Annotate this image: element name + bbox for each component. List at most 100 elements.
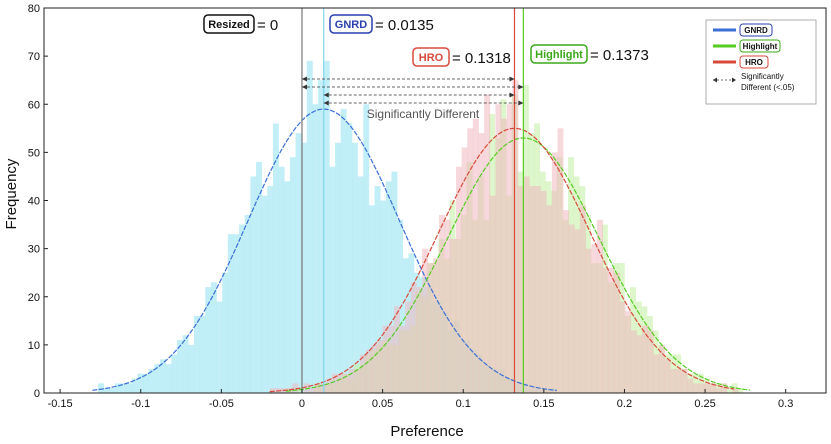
histogram-bar bbox=[715, 388, 722, 393]
histogram-bar bbox=[512, 80, 519, 393]
axes: -0.15 -0.1 -0.05 0 0.05 0.1 0.15 0.2 0.25 0.3 0 10 2… bbox=[28, 3, 827, 410]
histogram-bar bbox=[385, 181, 392, 393]
x-tick-label: 0.3 bbox=[778, 398, 793, 410]
histogram-bar bbox=[314, 383, 321, 393]
histogram-bar bbox=[363, 104, 370, 393]
histogram-bar bbox=[177, 340, 183, 393]
histogram-bar bbox=[399, 325, 406, 393]
histogram-bar bbox=[309, 388, 316, 393]
histogram-bar bbox=[131, 378, 138, 393]
histogram-bar bbox=[126, 383, 133, 393]
histogram-bar bbox=[597, 219, 603, 393]
histogram-bar bbox=[391, 171, 398, 393]
histogram-bar bbox=[318, 80, 325, 393]
histogram-bar bbox=[602, 267, 609, 393]
histogram-bar bbox=[698, 383, 705, 393]
histogram-bar bbox=[551, 152, 558, 393]
histogram-bar bbox=[326, 378, 333, 393]
annotation-gnrd: GNRD = 0.0135 bbox=[329, 14, 434, 34]
histogram-bar bbox=[337, 373, 344, 393]
histogram-bar bbox=[210, 282, 217, 393]
histogram-bar bbox=[546, 205, 553, 393]
histogram-bar bbox=[120, 383, 127, 393]
histogram-bar bbox=[557, 128, 564, 393]
histogram-bar bbox=[256, 162, 262, 393]
histogram-bar bbox=[709, 383, 716, 393]
histogram-bar bbox=[692, 383, 699, 393]
x-tick-label: 0.05 bbox=[372, 398, 393, 410]
histogram-bar bbox=[444, 219, 451, 393]
histogram-bar bbox=[388, 325, 395, 393]
legend-sig-line1: Significantly bbox=[741, 72, 784, 81]
annotation-hro: HRO = 0.1318 bbox=[412, 47, 511, 67]
fit-curve-gnrd bbox=[92, 108, 557, 392]
significance-arrow bbox=[301, 84, 524, 90]
histogram-bar bbox=[726, 388, 732, 393]
histogram-bar bbox=[371, 344, 378, 393]
histogram-bar bbox=[343, 373, 350, 393]
histogram-bar bbox=[687, 378, 694, 393]
histogram-bar bbox=[205, 287, 212, 393]
histogram-bar bbox=[368, 205, 375, 393]
histogram-bar bbox=[284, 181, 291, 393]
histogram-bar bbox=[227, 234, 234, 393]
y-axis-label: Frequency bbox=[3, 158, 20, 229]
annotation-highlight-label: Highlight bbox=[535, 49, 583, 61]
histogram-bar bbox=[354, 368, 361, 393]
significance-label: Significantly Different bbox=[367, 107, 480, 121]
reference-lines bbox=[301, 8, 524, 393]
histogram-bar bbox=[681, 368, 688, 393]
histogram-bar bbox=[647, 330, 654, 393]
histogram-bar bbox=[312, 104, 319, 393]
histogram-bar bbox=[348, 368, 355, 393]
y-tick-label: 50 bbox=[28, 147, 40, 159]
histogram-bar bbox=[721, 383, 728, 393]
histogram-bar bbox=[580, 205, 587, 393]
histogram-bar bbox=[382, 325, 389, 393]
histogram-bar bbox=[193, 316, 200, 393]
histogram-bar bbox=[397, 219, 404, 393]
annotation-gnrd-label: GNRD bbox=[335, 19, 367, 31]
histogram-bar bbox=[625, 311, 632, 393]
histogram-bar bbox=[199, 316, 206, 393]
histogram-bar bbox=[608, 267, 615, 393]
y-tick-label: 20 bbox=[28, 292, 40, 304]
histogram-bar bbox=[704, 383, 711, 393]
histogram-bar bbox=[737, 388, 744, 393]
histogram-bar bbox=[416, 287, 423, 393]
annotation-hro-label: HRO bbox=[419, 52, 444, 64]
x-tick-label: 0.1 bbox=[456, 398, 471, 410]
x-tick-label: 0.25 bbox=[694, 398, 715, 410]
histogram-bar bbox=[188, 344, 195, 393]
histogram-bar bbox=[160, 359, 167, 393]
histogram-bar bbox=[165, 364, 172, 393]
histogram-bar bbox=[289, 157, 296, 393]
y-tick-label: 30 bbox=[28, 244, 40, 256]
x-tick-label: 0.2 bbox=[617, 398, 632, 410]
histogram-bar bbox=[244, 214, 251, 393]
histogram-bar bbox=[450, 239, 457, 393]
annotation-highlight: Highlight = 0.1373 bbox=[530, 44, 649, 64]
histogram-bar bbox=[518, 186, 524, 393]
legend-item-gnrd: GNRD bbox=[744, 26, 768, 35]
y-tick-label: 60 bbox=[28, 99, 40, 111]
histogram-bar bbox=[439, 214, 445, 393]
histogram-bar bbox=[297, 388, 304, 393]
histogram-bar bbox=[484, 94, 491, 393]
histogram-bar bbox=[340, 109, 347, 393]
histogram-bar bbox=[374, 186, 381, 393]
histogram-bar bbox=[98, 383, 104, 393]
histogram-bar bbox=[239, 224, 246, 393]
histogram-bar bbox=[233, 234, 240, 393]
histogram-bar bbox=[455, 166, 462, 393]
histogram-bar bbox=[250, 176, 257, 393]
histogram-bar bbox=[331, 373, 338, 393]
histogram-bar bbox=[585, 248, 592, 393]
histogram-bar bbox=[137, 373, 144, 393]
histogram-bar bbox=[472, 118, 479, 393]
histogram-bar bbox=[272, 123, 279, 393]
histogram-bar bbox=[306, 60, 313, 393]
histogram-bar bbox=[495, 104, 502, 393]
histogram-bar bbox=[534, 186, 541, 393]
